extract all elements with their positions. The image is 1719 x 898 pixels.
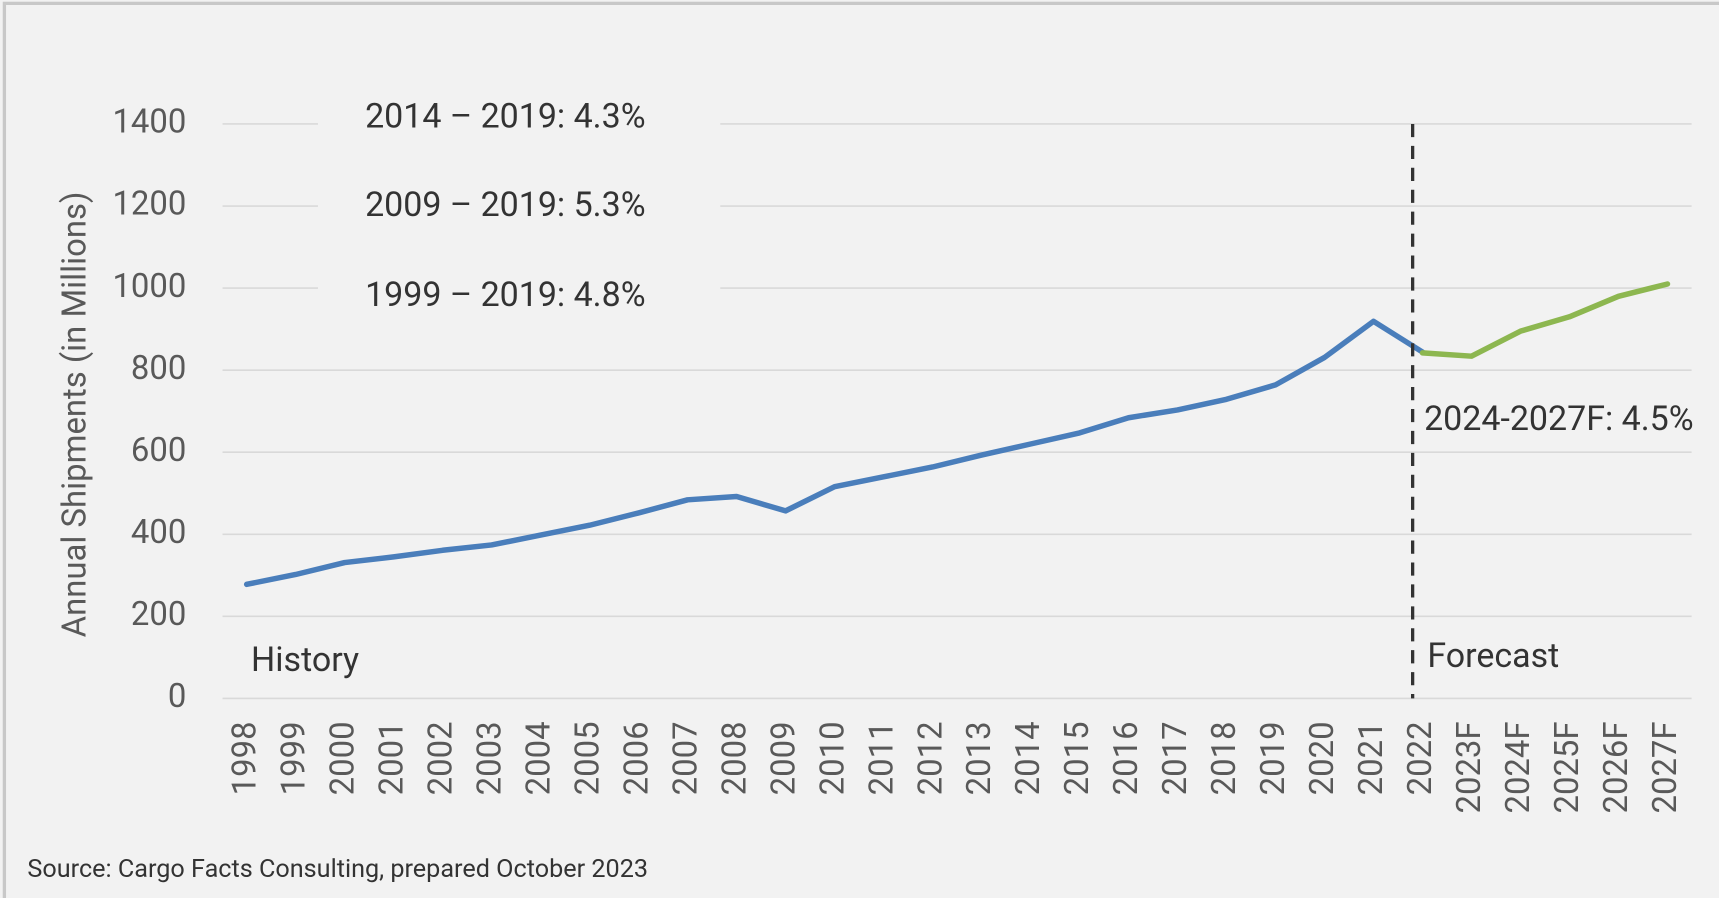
y-tick-label: 1200 bbox=[112, 185, 186, 224]
annotation: Forecast bbox=[1427, 636, 1559, 676]
x-tick-label: 2004 bbox=[519, 721, 558, 795]
source: Source: Cargo Facts Consulting, prepared… bbox=[27, 855, 648, 884]
annotation: 2009 – 2019: 5.3% bbox=[365, 185, 646, 225]
x-tick-label: 2008 bbox=[715, 721, 754, 795]
x-tick-label: 2021 bbox=[1352, 721, 1391, 795]
x-tick-label: 2003 bbox=[470, 721, 509, 795]
y-tick-label: 1000 bbox=[112, 267, 186, 306]
x-tick-label: 2014 bbox=[1009, 721, 1048, 795]
x-tick-label: 2000 bbox=[323, 721, 362, 795]
x-tick-label: 2009 bbox=[764, 721, 803, 795]
series-line bbox=[243, 318, 1426, 588]
annotation: 2014 – 2019: 4.3% bbox=[365, 96, 646, 136]
plot bbox=[243, 123, 1671, 699]
x-tick-label: 2015 bbox=[1058, 721, 1097, 795]
y-tick-label: 600 bbox=[131, 431, 186, 470]
x-tick-label: 2025F bbox=[1548, 721, 1587, 813]
annotation: History bbox=[251, 640, 359, 680]
y-axis-label: Annual Shipments (in Millions) bbox=[55, 192, 94, 638]
series-line bbox=[1419, 281, 1671, 359]
annotation-mask bbox=[317, 93, 721, 329]
x-tick-label: 2006 bbox=[617, 721, 656, 795]
x-tick-label: 2012 bbox=[911, 721, 950, 795]
annotation: 1999 – 2019: 4.8% bbox=[365, 275, 646, 315]
x-tick-label: 2001 bbox=[372, 721, 411, 795]
y-tick-label: 0 bbox=[168, 677, 186, 716]
x-tick-label: 2024F bbox=[1499, 721, 1538, 813]
x-tick-label: 2011 bbox=[862, 721, 901, 795]
x-tick-label: 2005 bbox=[568, 721, 607, 795]
x-tick-label: 2020 bbox=[1303, 721, 1342, 795]
x-tick-label: 2022 bbox=[1401, 721, 1440, 795]
x-tick-label: 1998 bbox=[225, 721, 264, 795]
x-tick-label: 2019 bbox=[1254, 721, 1293, 795]
x-tick-label: 2013 bbox=[960, 721, 999, 795]
y-tick-label: 800 bbox=[131, 349, 186, 388]
x-tick-label: 2017 bbox=[1156, 721, 1195, 795]
x-tick-label: 2023F bbox=[1450, 721, 1489, 813]
x-tick-label: 2026F bbox=[1597, 721, 1636, 813]
x-tick-label: 1999 bbox=[274, 721, 313, 795]
x-tick-label: 2002 bbox=[421, 721, 460, 795]
x-tick-label: 2016 bbox=[1107, 721, 1146, 795]
x-tick-label: 2007 bbox=[666, 721, 705, 795]
x-tick-label: 2027F bbox=[1646, 721, 1685, 813]
annotation: 2024-2027F: 4.5% bbox=[1424, 399, 1694, 439]
x-tick-label: 2018 bbox=[1205, 721, 1244, 795]
x-tick-label: 2010 bbox=[813, 721, 852, 795]
y-tick-label: 1400 bbox=[112, 103, 186, 142]
y-tick-label: 200 bbox=[131, 595, 186, 634]
y-tick-label: 400 bbox=[131, 513, 186, 552]
